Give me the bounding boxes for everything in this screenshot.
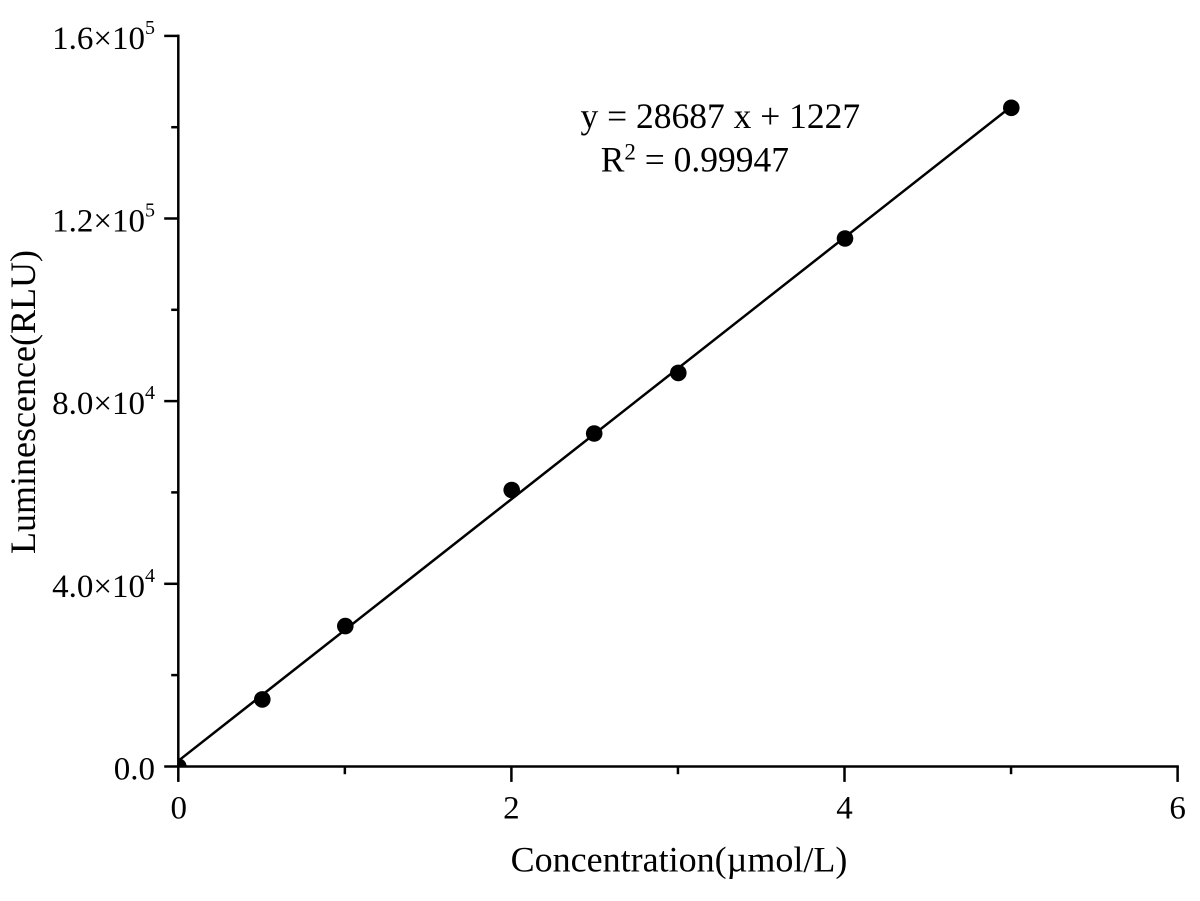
svg-text:2: 2 — [503, 791, 520, 827]
svg-text:1.2×105: 1.2×105 — [52, 200, 155, 240]
svg-text:6: 6 — [1169, 791, 1186, 827]
svg-text:4.0×104: 4.0×104 — [52, 565, 155, 605]
svg-text:0: 0 — [171, 791, 188, 827]
svg-text:y = 28687 x + 1227: y = 28687 x + 1227 — [581, 96, 861, 136]
svg-text:Concentration(µmol/L): Concentration(µmol/L) — [511, 840, 848, 880]
svg-text:1.6×105: 1.6×105 — [52, 17, 155, 57]
svg-text:0.0: 0.0 — [114, 752, 155, 788]
svg-text:4: 4 — [836, 791, 853, 827]
svg-text:Luminescence(RLU): Luminescence(RLU) — [3, 250, 43, 554]
svg-text:8.0×104: 8.0×104 — [52, 382, 155, 422]
